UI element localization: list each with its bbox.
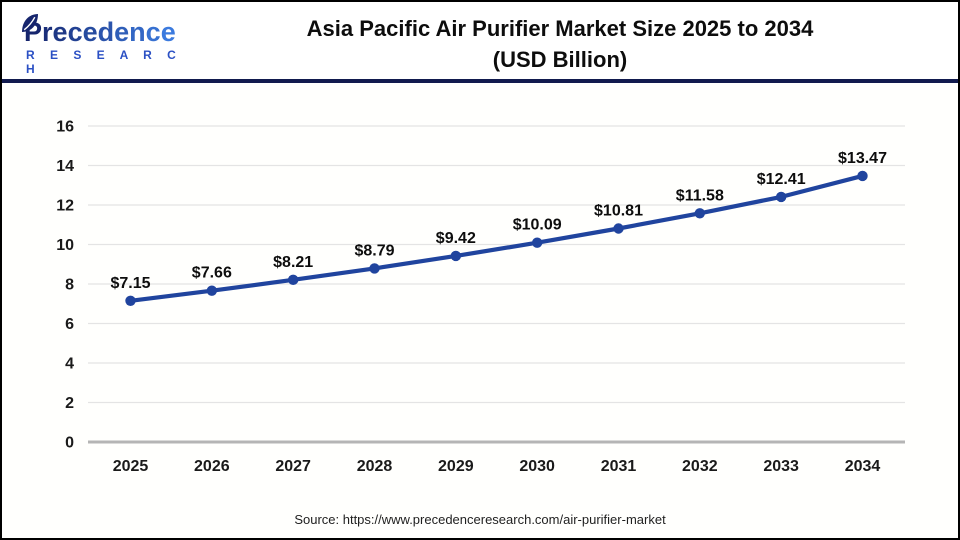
header-divider xyxy=(2,79,958,83)
data-point xyxy=(694,208,706,219)
data-point xyxy=(287,274,299,286)
x-tick-label: 2031 xyxy=(601,458,637,475)
data-point xyxy=(450,250,462,262)
data-point-label: $7.66 xyxy=(192,265,232,282)
chart-title-line1: Asia Pacific Air Purifier Market Size 20… xyxy=(306,16,814,41)
source-note: Source: https://www.precedenceresearch.c… xyxy=(294,512,666,527)
data-point-label: $10.81 xyxy=(594,203,643,220)
brand-logo: Precedence R E S E A R C H xyxy=(22,14,182,76)
y-tick-label: 6 xyxy=(65,316,74,333)
chart-title-line2: (USD Billion) xyxy=(492,47,628,72)
series-line xyxy=(128,173,865,303)
leaf-icon xyxy=(22,14,38,32)
x-tick-label: 2032 xyxy=(682,458,718,475)
y-tick-label: 2 xyxy=(65,395,74,412)
x-tick-label: 2030 xyxy=(519,458,555,475)
data-point-label: $10.09 xyxy=(513,217,562,234)
data-point-label: $8.21 xyxy=(273,254,313,271)
data-point xyxy=(613,223,624,234)
y-tick-label: 16 xyxy=(56,119,74,136)
data-point-label: $7.15 xyxy=(110,275,150,292)
y-tick-label: 0 xyxy=(65,435,74,452)
data-point xyxy=(775,191,787,203)
x-tick-label: 2028 xyxy=(357,458,393,475)
y-tick-label: 8 xyxy=(65,277,74,294)
x-tick-label: 2033 xyxy=(763,458,799,475)
data-point-label: $9.42 xyxy=(436,230,476,247)
x-tick-label: 2034 xyxy=(845,458,881,475)
data-point xyxy=(206,285,218,296)
brand-name: Precedence xyxy=(24,17,176,47)
data-point xyxy=(369,263,380,274)
brand-subtitle: R E S E A R C H xyxy=(26,48,182,76)
x-tick-label: 2025 xyxy=(113,458,149,475)
x-tick-label: 2029 xyxy=(438,458,474,475)
data-point-label: $12.41 xyxy=(757,171,806,188)
data-point-label: $8.79 xyxy=(354,242,394,259)
chart-title: Asia Pacific Air Purifier Market Size 20… xyxy=(172,13,948,75)
x-tick-label: 2027 xyxy=(275,458,311,475)
header: Precedence R E S E A R C H Asia Pacific … xyxy=(2,2,958,81)
y-tick-label: 4 xyxy=(65,356,74,373)
y-tick-label: 10 xyxy=(56,237,74,254)
y-tick-label: 12 xyxy=(56,198,74,215)
data-point xyxy=(531,237,543,248)
data-point-label: $11.58 xyxy=(676,187,724,204)
y-tick-label: 14 xyxy=(56,158,74,175)
data-point-label: $13.47 xyxy=(838,150,887,167)
x-tick-label: 2026 xyxy=(194,458,230,475)
data-point xyxy=(125,295,136,306)
data-point xyxy=(857,170,868,182)
